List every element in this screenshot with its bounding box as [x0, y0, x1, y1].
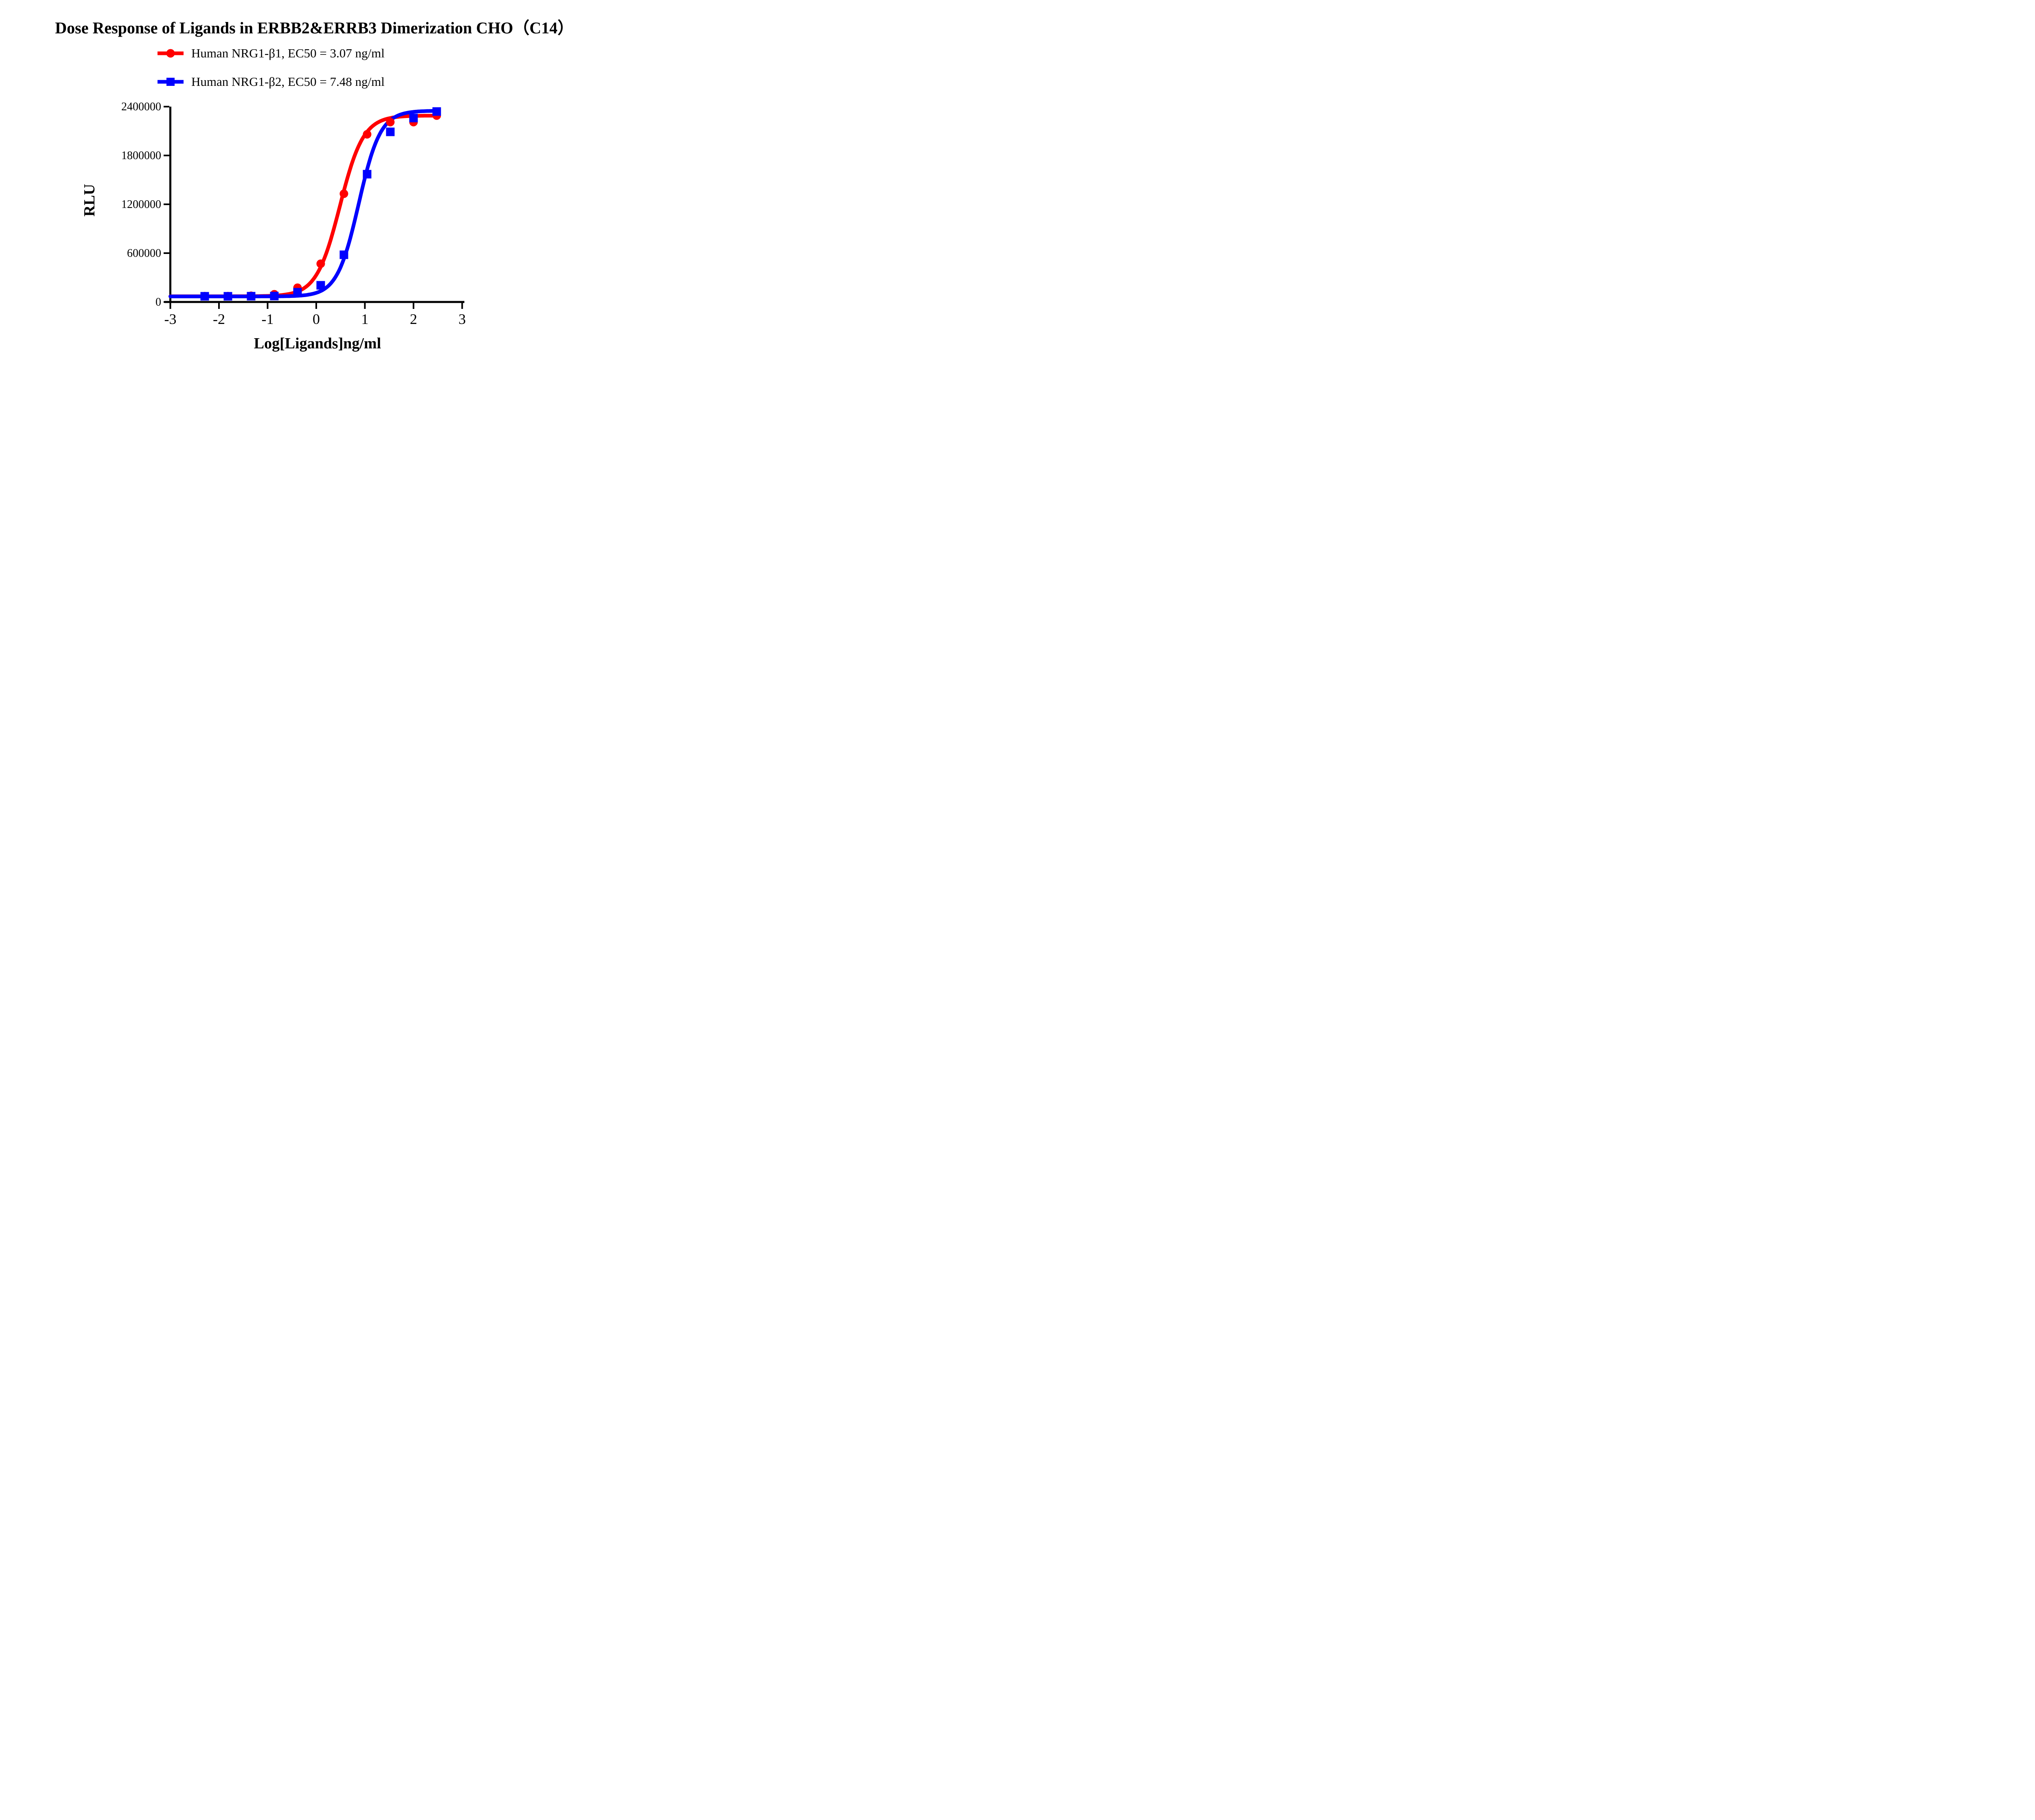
data-point-nrg1-b2	[339, 250, 348, 259]
y-tick-label: 1200000	[121, 198, 161, 211]
y-tick-label: 0	[155, 296, 161, 308]
red-circle-marker-icon	[158, 49, 184, 58]
legend: Human NRG1-β1, EC50 = 3.07 ng/ml Human N…	[157, 39, 385, 96]
data-point-nrg1-b1	[316, 259, 325, 268]
plot-canvas: 0 600000 1200000 1800000 2400000 -3 -2 -1 0 1 2 3	[121, 101, 466, 327]
x-tick-label: -3	[164, 311, 177, 327]
dose-response-figure: Dose Response of Ligands in ERBB2&ERRB3 …	[0, 0, 629, 364]
blue-square-marker-icon	[158, 78, 184, 86]
x-tick-label: 3	[459, 311, 466, 327]
legend-item-nrg1-b1: Human NRG1-β1, EC50 = 3.07 ng/ml	[157, 39, 385, 68]
x-tick-label: 2	[410, 311, 417, 327]
y-tick-label: 2400000	[121, 101, 161, 113]
data-point-nrg1-b2	[409, 114, 418, 122]
data-point-nrg1-b2	[316, 281, 325, 290]
legend-item-nrg1-b2: Human NRG1-β2, EC50 = 7.48 ng/ml	[157, 68, 385, 96]
data-point-nrg1-b2	[270, 291, 279, 300]
x-tick-label: -1	[262, 311, 274, 327]
data-point-nrg1-b2	[200, 292, 209, 301]
y-axis-title: RLU	[81, 184, 98, 217]
x-tick-label: 0	[313, 311, 320, 327]
data-point-nrg1-b2	[223, 292, 232, 301]
series-curve-nrg1-b2	[168, 109, 438, 298]
data-point-nrg1-b2	[363, 170, 372, 179]
x-axis-title: Log[Ligands]ng/ml	[254, 335, 381, 352]
chart-title: Dose Response of Ligands in ERBB2&ERRB3 …	[55, 19, 574, 37]
legend-item-label: Human NRG1-β2, EC50 = 7.48 ng/ml	[191, 74, 385, 89]
data-point-nrg1-b2	[432, 107, 441, 116]
x-tick-label: -2	[213, 311, 225, 327]
data-point-nrg1-b1	[363, 130, 372, 139]
data-point-nrg1-b2	[293, 288, 302, 297]
data-point-nrg1-b2	[386, 127, 395, 136]
y-tick-label: 600000	[127, 247, 161, 260]
series-curve-nrg1-b1	[168, 114, 438, 298]
data-point-nrg1-b1	[386, 118, 395, 127]
data-point-nrg1-b2	[247, 292, 256, 301]
y-tick-label: 1800000	[121, 149, 161, 162]
x-tick-label: 1	[361, 311, 369, 327]
data-point-nrg1-b1	[339, 189, 348, 198]
legend-item-label: Human NRG1-β1, EC50 = 3.07 ng/ml	[191, 46, 385, 60]
